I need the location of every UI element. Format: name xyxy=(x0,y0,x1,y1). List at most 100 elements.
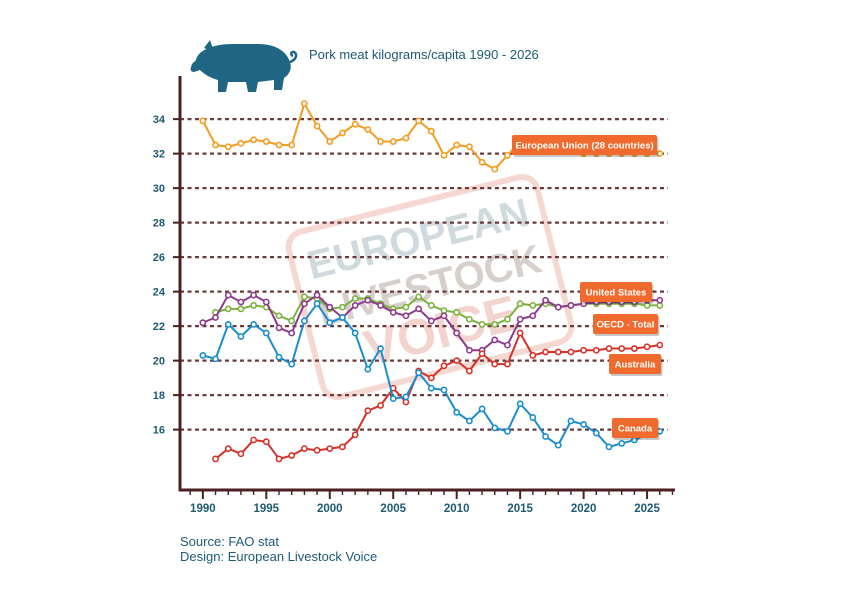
data-point xyxy=(402,393,410,401)
data-point xyxy=(275,312,283,320)
series-label-text: European Union (28 countries) xyxy=(515,141,653,152)
data-point xyxy=(592,346,600,354)
data-point xyxy=(275,324,283,332)
data-point xyxy=(339,303,346,311)
data-point xyxy=(237,139,245,147)
x-tick-label: 2020 xyxy=(571,503,597,515)
tick-labels: 16 18 20 22 24 26 28 30 32 34 1990 1995 2000 2005 2010… xyxy=(153,114,661,515)
data-point xyxy=(465,346,473,354)
data-point xyxy=(212,355,219,363)
data-point xyxy=(567,417,575,425)
data-point xyxy=(605,345,613,352)
data-point xyxy=(402,134,410,142)
data-point xyxy=(262,329,270,337)
y-tick-label: 22 xyxy=(153,321,165,333)
data-point xyxy=(478,158,486,166)
data-point xyxy=(478,320,486,328)
data-point xyxy=(326,303,334,311)
data-point xyxy=(377,402,384,409)
data-point xyxy=(326,138,334,145)
y-tick-label: 18 xyxy=(153,390,165,402)
series-label-text: Australia xyxy=(615,360,656,371)
data-point xyxy=(313,300,321,308)
series-label-text: United States xyxy=(586,288,647,299)
data-point xyxy=(529,302,537,309)
data-point xyxy=(300,100,308,107)
design-note: Design: European Livestock Voice xyxy=(180,549,378,564)
data-point xyxy=(237,450,245,458)
data-point xyxy=(453,329,461,337)
data-point xyxy=(465,315,473,323)
data-point xyxy=(440,151,448,159)
data-point xyxy=(478,350,486,358)
data-point xyxy=(415,305,423,313)
data-point xyxy=(427,317,435,325)
data-point xyxy=(440,386,448,394)
data-point xyxy=(453,408,461,416)
data-point xyxy=(262,138,270,145)
data-point xyxy=(364,407,372,415)
data-point xyxy=(453,141,461,149)
data-point xyxy=(592,429,600,437)
data-point xyxy=(377,138,384,145)
data-point xyxy=(504,427,511,435)
data-point xyxy=(224,445,232,452)
data-point xyxy=(288,329,296,337)
data-point xyxy=(453,357,461,365)
data-point xyxy=(262,438,270,446)
data-point xyxy=(364,296,372,304)
data-point xyxy=(554,348,562,356)
data-point xyxy=(656,341,664,349)
data-point xyxy=(427,302,435,309)
data-point xyxy=(491,424,499,432)
data-point xyxy=(516,329,524,337)
data-point xyxy=(440,362,448,370)
data-point xyxy=(402,312,410,320)
data-point xyxy=(364,126,372,133)
data-point xyxy=(491,165,499,173)
data-point xyxy=(237,305,245,313)
data-point xyxy=(288,360,296,368)
watermark-logo: EUROPEAN LIVESTOCK VOICE xyxy=(285,173,575,401)
series-label-text: Canada xyxy=(618,424,653,435)
data-point xyxy=(351,295,359,302)
data-point xyxy=(313,122,321,130)
data-point xyxy=(580,346,588,354)
data-point xyxy=(275,141,283,149)
x-tick-label: 1995 xyxy=(254,503,280,515)
data-point xyxy=(529,352,537,359)
data-point xyxy=(326,445,334,452)
chart-title: Pork meat kilograms/capita 1990 - 2026 xyxy=(309,47,539,62)
data-point xyxy=(313,291,321,299)
data-point xyxy=(224,305,232,313)
data-point xyxy=(250,302,258,309)
data-point xyxy=(351,329,359,337)
x-tick-label: 2000 xyxy=(317,503,343,515)
data-point xyxy=(491,320,499,328)
data-point xyxy=(554,303,562,311)
data-point xyxy=(427,384,435,392)
data-point xyxy=(440,312,448,320)
data-point xyxy=(618,440,626,447)
series-label: Canada xyxy=(612,418,660,440)
series-label: United States xyxy=(580,282,654,304)
data-point xyxy=(491,336,499,344)
axes xyxy=(173,76,675,499)
data-point xyxy=(250,436,258,444)
data-point xyxy=(339,314,346,321)
data-point xyxy=(224,291,232,299)
data-point xyxy=(199,117,207,125)
data-point xyxy=(262,298,270,306)
data-point xyxy=(212,314,219,321)
y-tick-label: 20 xyxy=(153,356,165,368)
source-note: Source: FAO stat xyxy=(180,534,279,549)
data-point xyxy=(199,352,207,359)
data-point xyxy=(516,400,524,408)
data-point xyxy=(542,296,549,304)
series-label: European Union (28 countries) xyxy=(512,135,659,157)
series-label: OECD - Total xyxy=(593,314,660,336)
data-point xyxy=(656,296,664,304)
data-point xyxy=(250,291,258,299)
pig-icon xyxy=(190,40,298,92)
data-point xyxy=(567,348,575,356)
